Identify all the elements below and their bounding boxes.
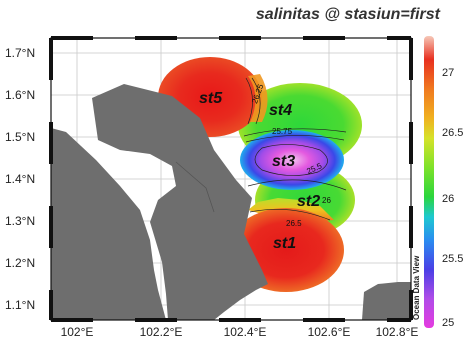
- station-label-st4: st4: [269, 102, 292, 119]
- contour-label-25-75: 25.75: [272, 127, 293, 136]
- x-axis-labels: 102°E 102.2°E 102.4°E 102.6°E 102.8°E: [61, 325, 419, 339]
- y-axis-labels: 1.1°N 1.2°N 1.3°N 1.4°N 1.5°N 1.6°N 1.7°…: [5, 46, 35, 312]
- contour-line-5: [254, 144, 328, 176]
- land-mass-central: [92, 84, 268, 320]
- station-label-st3: st3: [272, 153, 295, 170]
- y-tick-label: 1.1°N: [5, 298, 35, 312]
- station-label-st2: st2: [297, 193, 320, 210]
- land: [51, 84, 411, 320]
- contour-line-7: [249, 209, 331, 221]
- y-tick-label: 1.4°N: [5, 172, 35, 186]
- x-tick-label: 102.4°E: [224, 325, 267, 339]
- colorbar-tick-label: 26.5: [442, 127, 463, 139]
- colorbar: [424, 36, 434, 328]
- contour-label-26-5: 26.5: [286, 219, 302, 228]
- x-tick-label: 102°E: [61, 325, 94, 339]
- colorbar-ticks: 27 26.5 26 25.5 25: [442, 67, 463, 329]
- land-mass-southeast: [362, 282, 411, 320]
- land-mass-west: [51, 128, 166, 320]
- y-tick-label: 1.5°N: [5, 130, 35, 144]
- x-tick-label: 102.6°E: [308, 325, 351, 339]
- y-tick-label: 1.2°N: [5, 256, 35, 270]
- station-field-st3: [240, 130, 344, 190]
- contour-line-1: [245, 77, 253, 125]
- station-labels: st5 st4 st3 st2 st1: [199, 90, 320, 252]
- colorbar-tick-label: 25.5: [442, 253, 463, 265]
- station-label-st5: st5: [199, 90, 223, 107]
- ocean-data-view-watermark: Ocean Data View: [412, 255, 421, 320]
- y-tick-label: 1.6°N: [5, 88, 35, 102]
- frame-dashes: [49, 36, 413, 322]
- contour-line-6: [247, 179, 347, 191]
- map-title: salinitas @ stasiun=first: [255, 6, 440, 23]
- contour-band-st5-st4: [248, 74, 268, 122]
- y-tick-label: 1.3°N: [5, 214, 35, 228]
- x-tick-label: 102.8°E: [376, 325, 419, 339]
- contour-label-26: 26: [322, 196, 331, 205]
- land-boundary-line: [175, 161, 215, 213]
- colorbar-tick-label: 27: [442, 67, 454, 79]
- salinity-field: [158, 57, 362, 292]
- contour-lines: [243, 77, 347, 221]
- station-label-st1: st1: [273, 235, 296, 252]
- x-tick-label: 102.2°E: [140, 325, 183, 339]
- colorbar-tick-label: 26: [442, 193, 454, 205]
- contour-line-3: [243, 128, 347, 137]
- colorbar-tick-label: 25: [442, 317, 454, 329]
- y-tick-label: 1.7°N: [5, 46, 35, 60]
- contour-line-4: [245, 135, 345, 143]
- contour-line-2: [251, 77, 261, 125]
